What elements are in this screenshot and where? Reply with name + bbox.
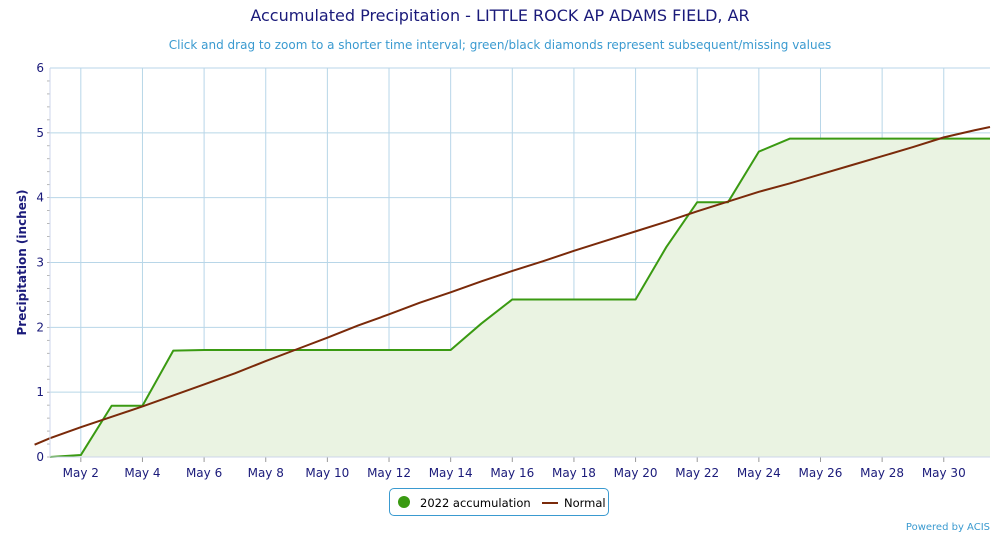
accumulation-area-layer: [50, 138, 990, 457]
x-tick-label: May 2: [63, 466, 99, 480]
y-tick-label: 2: [36, 320, 44, 334]
chart-title: Accumulated Precipitation - LITTLE ROCK …: [250, 6, 750, 25]
x-tick-label: May 22: [675, 466, 719, 480]
y-axis-label: Precipitation (inches): [15, 190, 29, 336]
x-tick-label: May 16: [490, 466, 534, 480]
brown-line-icon: [542, 502, 558, 504]
x-tick-label: May 10: [305, 466, 349, 480]
y-tick-label: 4: [36, 191, 44, 205]
accumulation-line: [49, 137, 990, 458]
x-tick-label: May 30: [922, 466, 966, 480]
y-tick-label: 6: [36, 61, 44, 75]
x-tick-label: May 6: [186, 466, 222, 480]
x-tick-label: May 18: [552, 466, 596, 480]
axes: 0 1 2 3 4 5 6 May 2 May 4 May 6 May 8 May 10 May 12 M…: [36, 61, 990, 480]
x-tick-label: May 12: [367, 466, 411, 480]
green-dot-icon: [398, 496, 410, 508]
legend-label-accumulation: 2022 accumulation: [420, 496, 531, 510]
legend: 2022 accumulation Normal: [389, 488, 609, 516]
y-tick-label: 0: [36, 450, 44, 464]
powered-by-credit[interactable]: Powered by ACIS: [905, 522, 990, 533]
y-tick-label: 5: [36, 126, 44, 140]
y-tick-label: 3: [36, 256, 44, 270]
chart-subtitle: Click and drag to zoom to a shorter time…: [168, 38, 832, 52]
x-tick-label: May 24: [737, 466, 781, 480]
x-tick-label: May 26: [799, 466, 843, 480]
x-tick-label: May 4: [124, 466, 160, 480]
x-tick-label: May 14: [429, 466, 473, 480]
y-tick-label: 1: [36, 385, 44, 399]
normal-line: [34, 126, 991, 446]
x-tick-label: May 8: [248, 466, 284, 480]
series-line-layer: [34, 126, 991, 458]
x-tick-label: May 28: [860, 466, 904, 480]
x-tick-label: May 20: [614, 466, 658, 480]
legend-label-normal: Normal: [564, 496, 606, 510]
accumulation-fill: [50, 138, 990, 457]
